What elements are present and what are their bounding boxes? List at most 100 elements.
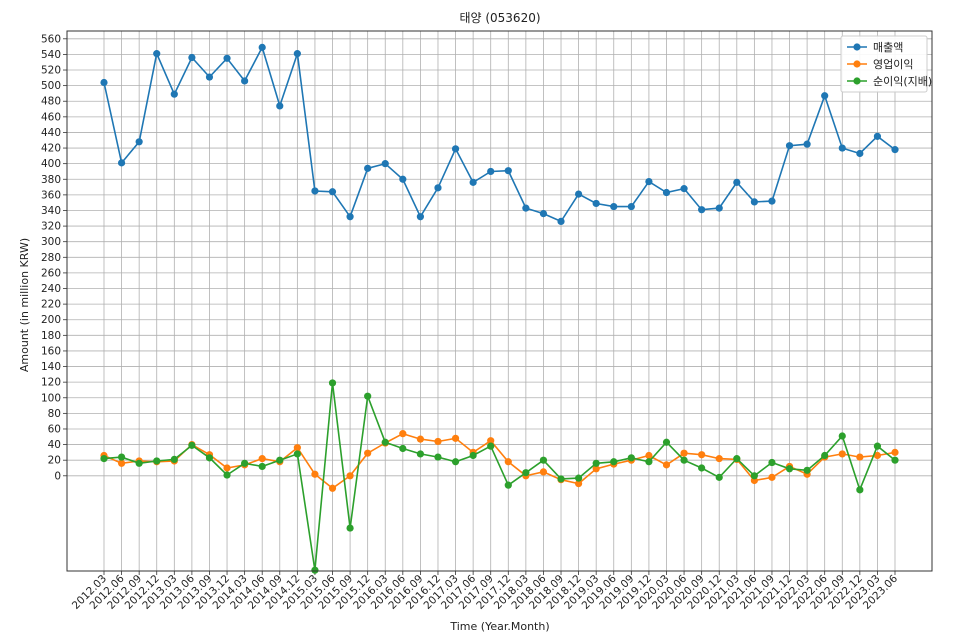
data-point <box>487 167 495 176</box>
y-tick-label: 220 <box>41 299 61 311</box>
y-tick-label: 380 <box>41 174 61 186</box>
data-point <box>662 188 671 197</box>
y-tick-label: 240 <box>41 283 61 295</box>
data-point <box>680 449 688 457</box>
data-point <box>557 475 565 483</box>
chart-title: 태양 (053620) <box>459 11 540 25</box>
y-tick-label: 0 <box>54 470 61 482</box>
data-point <box>100 78 108 87</box>
data-point <box>856 149 864 158</box>
y-tick-label: 560 <box>41 33 61 45</box>
data-point <box>891 456 899 464</box>
data-point <box>311 187 319 195</box>
data-point <box>838 432 846 440</box>
data-point <box>170 90 178 98</box>
series-1 <box>100 430 899 492</box>
legend-label: 영업이익 <box>873 58 913 71</box>
data-point <box>680 456 688 464</box>
data-point <box>785 465 794 473</box>
data-point <box>592 459 600 467</box>
data-point <box>785 142 794 150</box>
data-point <box>328 188 337 196</box>
data-point <box>117 453 126 461</box>
y-tick-label: 520 <box>41 65 61 77</box>
data-point <box>873 451 882 460</box>
data-point <box>733 455 741 463</box>
y-tick-label: 60 <box>48 423 61 435</box>
data-point <box>504 458 512 466</box>
data-point <box>416 213 424 221</box>
y-tick-label: 420 <box>41 143 61 155</box>
y-tick-label: 440 <box>41 127 61 139</box>
data-point <box>117 459 126 467</box>
data-point <box>645 178 653 186</box>
data-point <box>188 53 196 62</box>
y-tick-label: 40 <box>48 439 61 451</box>
data-point <box>504 167 512 175</box>
data-point <box>768 458 776 467</box>
data-point <box>698 464 706 472</box>
data-point <box>469 178 477 186</box>
data-point <box>293 450 301 458</box>
y-tick-label: 400 <box>41 158 61 170</box>
data-point <box>750 472 758 480</box>
data-point <box>258 455 266 463</box>
data-point <box>575 480 583 488</box>
data-point <box>381 160 389 168</box>
data-point <box>276 102 284 110</box>
data-point <box>698 206 706 214</box>
y-tick-label: 480 <box>41 96 61 108</box>
y-tick-label: 140 <box>41 361 61 373</box>
series-line <box>103 382 896 571</box>
series-0 <box>100 43 899 226</box>
data-point <box>293 50 301 58</box>
data-point <box>539 456 548 464</box>
legend-item: 영업이익 <box>847 58 913 71</box>
legend-box <box>840 35 928 93</box>
data-point <box>838 450 846 458</box>
data-point <box>856 453 864 461</box>
legend-item: 매출액 <box>847 41 903 54</box>
data-point <box>451 434 460 442</box>
data-point <box>592 465 600 473</box>
data-point <box>803 466 811 474</box>
data-point <box>803 140 811 148</box>
data-point <box>610 202 618 211</box>
data-point <box>487 442 495 450</box>
data-point <box>698 451 706 459</box>
data-point <box>416 435 424 443</box>
data-point <box>416 450 424 458</box>
data-point <box>627 454 635 462</box>
y-tick-label: 300 <box>41 236 61 248</box>
y-tick-label: 460 <box>41 111 61 123</box>
data-point <box>293 444 301 452</box>
series-line <box>103 432 896 490</box>
data-point <box>768 197 776 205</box>
y-tick-label: 340 <box>41 205 61 217</box>
legend-swatch-marker <box>853 60 861 68</box>
data-point <box>662 438 671 446</box>
data-point <box>891 448 899 456</box>
data-point <box>645 458 653 466</box>
y-tick-label: 180 <box>41 330 61 342</box>
x-axis-label: Time (Year.Month) <box>449 620 549 633</box>
data-point <box>539 210 548 218</box>
data-point <box>873 132 882 140</box>
data-point <box>399 444 407 453</box>
data-point <box>821 92 829 100</box>
data-point <box>364 164 372 172</box>
data-point <box>715 455 723 463</box>
y-tick-label: 100 <box>41 392 61 404</box>
x-ticks: 2012.032012.062012.092012.122013.032013.… <box>70 571 900 612</box>
data-point <box>241 459 249 467</box>
data-point <box>364 392 372 400</box>
data-point <box>346 472 354 480</box>
data-point <box>135 459 143 467</box>
data-point <box>364 449 372 457</box>
data-point <box>733 178 741 186</box>
legend-item: 순이익(지배) <box>847 75 932 88</box>
data-point <box>399 430 407 438</box>
data-point <box>205 73 214 81</box>
